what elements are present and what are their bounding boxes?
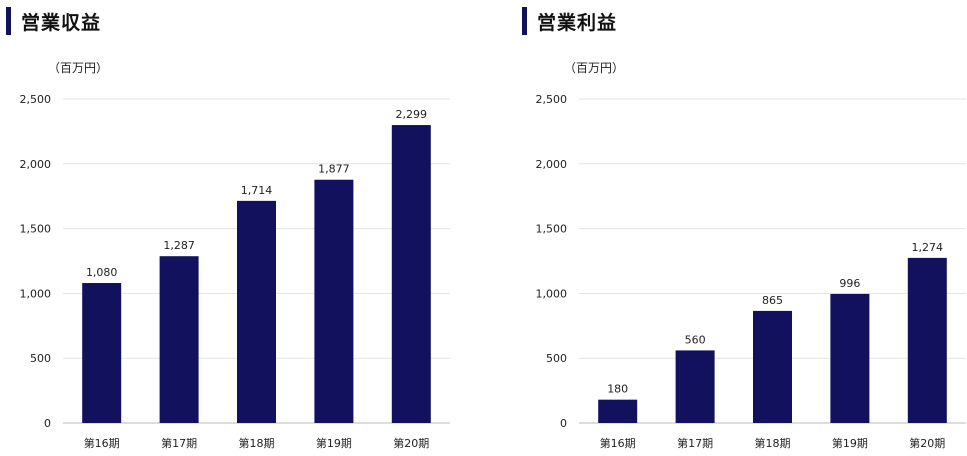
x-tick-label: 第20期 — [393, 436, 429, 450]
data-label: 560 — [685, 333, 706, 346]
x-tick-label: 第16期 — [600, 436, 636, 450]
data-label: 996 — [839, 277, 860, 290]
data-label: 1,287 — [163, 239, 195, 252]
bar — [753, 310, 792, 423]
y-tick-label: 0 — [560, 417, 567, 430]
x-tick-label: 第18期 — [755, 436, 791, 450]
x-tick-label: 第17期 — [161, 436, 197, 450]
data-label: 1,877 — [318, 163, 350, 176]
operating-profit-chart-heading: 営業利益 — [522, 7, 617, 35]
bar — [237, 200, 276, 423]
revenue-chart-heading: 営業収益 — [6, 7, 101, 35]
revenue-chart-title: 営業収益 — [21, 11, 102, 34]
bar — [598, 399, 638, 423]
x-tick-label: 第17期 — [677, 436, 713, 450]
revenue-chart-panel: 営業収益 （百万円） 0 500 1,000 1,500 2,000 2,500 1,080… — [0, 0, 460, 456]
y-tick-label: 1,500 — [20, 223, 52, 236]
x-tick-label: 第16期 — [84, 436, 120, 450]
y-tick-label: 1,000 — [536, 287, 568, 300]
y-tick-label: 1,500 — [536, 223, 568, 236]
bar — [907, 257, 947, 423]
data-label: 180 — [607, 383, 628, 396]
y-tick-label: 0 — [44, 417, 51, 430]
x-tick-label: 第18期 — [239, 436, 275, 450]
revenue-unit-label: （百万円） — [48, 61, 109, 75]
bar — [159, 256, 199, 423]
operating-profit-bar-chart: 0 500 1,000 1,500 2,000 2,500 180 第16期 560 第17期 86… — [536, 93, 966, 450]
data-label: 1,274 — [912, 241, 944, 254]
operating-profit-chart-title: 営業利益 — [537, 11, 618, 34]
heading-accent-bar — [522, 7, 527, 35]
revenue-bar-chart: 0 500 1,000 1,500 2,000 2,500 1,080 第16期 1,287 第1… — [20, 93, 450, 450]
y-tick-label: 2,000 — [20, 158, 52, 171]
data-label: 865 — [762, 294, 783, 307]
x-tick-label: 第19期 — [316, 436, 352, 450]
y-tick-label: 1,000 — [20, 287, 52, 300]
data-label: 1,080 — [86, 266, 118, 279]
bar — [830, 293, 870, 423]
x-tick-label: 第20期 — [909, 436, 945, 450]
y-tick-label: 2,500 — [20, 93, 52, 106]
y-tick-label: 500 — [30, 352, 51, 365]
y-tick-label: 2,000 — [536, 158, 568, 171]
x-tick-label: 第19期 — [832, 436, 868, 450]
operating-profit-chart-panel: 営業利益 （百万円） 0 500 1,000 1,500 2,000 2,500 180 第1… — [516, 0, 967, 456]
bar — [82, 283, 122, 423]
data-label: 1,714 — [241, 184, 273, 197]
bar — [314, 179, 354, 423]
data-label: 2,299 — [396, 108, 428, 121]
bar — [675, 350, 715, 423]
y-tick-label: 500 — [546, 352, 567, 365]
y-tick-label: 2,500 — [536, 93, 568, 106]
bar — [391, 125, 431, 424]
heading-accent-bar — [6, 7, 11, 35]
operating-profit-unit-label: （百万円） — [564, 61, 625, 75]
